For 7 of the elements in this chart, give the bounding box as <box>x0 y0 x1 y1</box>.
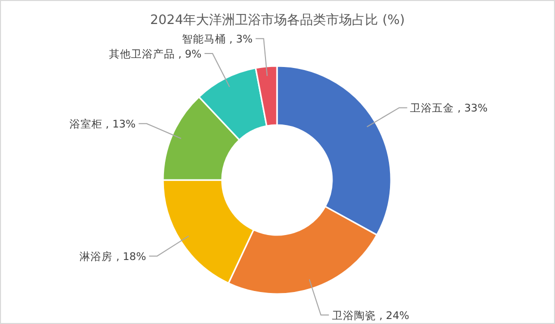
chart-title: 2024年大洋洲卫浴市场各品类市场占比 (%) <box>150 13 405 28</box>
slice-label: 卫浴五金 , 33% <box>410 102 488 115</box>
slice-label: 智能马桶 , 3% <box>182 32 253 46</box>
slice-label: 卫浴陶瓷 , 24% <box>332 310 410 322</box>
slice-label: 浴室柜 , 13% <box>69 118 136 131</box>
slice-label: 淋浴房 , 18% <box>80 250 146 264</box>
slice-label: 其他卫浴产品 , 9% <box>108 47 202 60</box>
